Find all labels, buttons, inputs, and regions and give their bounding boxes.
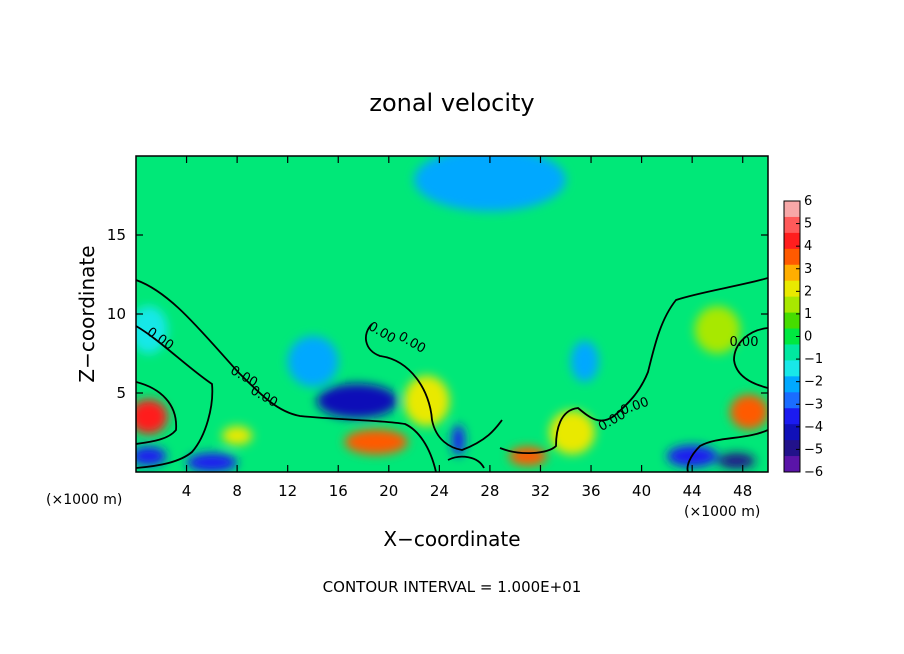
x-unit-right: (×1000 m) xyxy=(684,504,760,520)
field-feature-16 xyxy=(508,446,547,466)
field-feature-11 xyxy=(136,446,167,466)
colorbar-segment xyxy=(784,360,800,377)
field-feature-3 xyxy=(344,429,408,455)
field-feature-7 xyxy=(287,336,339,387)
colorbar-segment xyxy=(784,456,800,473)
colorbar-segment xyxy=(784,232,800,250)
colorbar-segment xyxy=(784,312,800,330)
field-feature-6 xyxy=(403,375,450,427)
field-feature-10 xyxy=(136,306,168,354)
x-tick-label: 8 xyxy=(232,482,242,500)
contour-interval-note: CONTOUR INTERVAL = 1.000E+01 xyxy=(323,578,582,596)
colorbar-tick-label: −3 xyxy=(804,397,823,412)
zero-contour-small xyxy=(447,455,485,469)
x-tick-label: 40 xyxy=(632,482,651,500)
zero-contour-left-bottom xyxy=(136,381,177,445)
colorbar-segment xyxy=(784,248,800,266)
field-feature-0 xyxy=(316,383,398,419)
x-axis-label: X−coordinate xyxy=(383,527,520,551)
colorbar-tick-label: −1 xyxy=(804,352,823,367)
colorbar-segment xyxy=(784,392,800,409)
colorbar-tick-label: −4 xyxy=(804,420,823,435)
field-feature-14 xyxy=(717,453,756,469)
colorbar-segment xyxy=(784,216,800,234)
x-tick-label: 28 xyxy=(480,482,499,500)
colorbar-segment xyxy=(784,440,800,457)
colorbar: 6 5 4 3 2 1 0 −1 −2 −3 −4 −5 −6 xyxy=(783,194,823,480)
zero-contour-center xyxy=(365,323,503,451)
chart-title: zonal velocity xyxy=(369,89,534,117)
x-tick-label: 16 xyxy=(329,482,348,500)
colorbar-tick-label: 6 xyxy=(804,194,812,209)
colorbar-segment xyxy=(784,376,800,393)
colorbar-tick-label: 2 xyxy=(804,284,812,299)
field-feature-1 xyxy=(136,399,168,435)
colorbar-tick-label: −2 xyxy=(804,375,823,390)
y-axis-label: Z−coordinate xyxy=(75,245,99,382)
x-tick-label: 44 xyxy=(683,482,702,500)
x-tick-label: 48 xyxy=(733,482,752,500)
x-tick-label: 36 xyxy=(581,482,600,500)
colorbar-tick-label: −5 xyxy=(804,442,823,457)
field-feature-2 xyxy=(730,394,768,430)
colorbar-segment xyxy=(784,280,800,298)
field-feature-5 xyxy=(549,410,595,455)
zero-contour-left xyxy=(136,279,437,472)
colorbar-tick-label: 1 xyxy=(804,307,812,322)
x-tick-label: 4 xyxy=(182,482,192,500)
colorbar-tick-label: 5 xyxy=(804,217,812,232)
field-feature-12 xyxy=(186,453,238,472)
colorbar-segment xyxy=(784,424,800,441)
background-field xyxy=(136,156,768,472)
zero-contour-left-inner xyxy=(136,325,214,469)
colorbar-tick-label: 0 xyxy=(804,330,812,345)
field-feature-15 xyxy=(452,424,465,457)
field-feature-4 xyxy=(221,426,253,446)
colorbar-tick-label: 4 xyxy=(804,239,812,254)
colorbar-segment xyxy=(784,201,800,218)
colorbar-tick-label: 3 xyxy=(804,262,812,277)
field-feature-17 xyxy=(694,306,741,354)
colorbar-segment xyxy=(784,328,800,345)
plot-area: 0.000.000.000.000.000.000.000.00 xyxy=(136,156,768,472)
x-unit-left: (×1000 m) xyxy=(46,492,122,508)
field-feature-9 xyxy=(414,156,566,212)
zero-contour-right-inner xyxy=(733,327,768,389)
zero-contour-right xyxy=(499,277,768,454)
y-tick-label: 5 xyxy=(116,384,126,402)
colorbar-segment xyxy=(784,344,800,361)
x-tick-label: 24 xyxy=(430,482,449,500)
zero-contour-right-bottom xyxy=(686,429,768,472)
y-tick-label: 10 xyxy=(107,305,126,323)
colorbar-segment xyxy=(784,408,800,425)
contour-label-7: 0.00 xyxy=(730,335,759,350)
x-tick-label: 12 xyxy=(278,482,297,500)
x-tick-label: 20 xyxy=(379,482,398,500)
field-feature-8 xyxy=(570,340,599,382)
colorbar-tick-label: −6 xyxy=(804,465,823,480)
y-tick-label: 15 xyxy=(107,226,126,244)
colorbar-segment xyxy=(784,296,800,314)
colorbar-segment xyxy=(784,264,800,282)
x-tick-label: 32 xyxy=(531,482,550,500)
